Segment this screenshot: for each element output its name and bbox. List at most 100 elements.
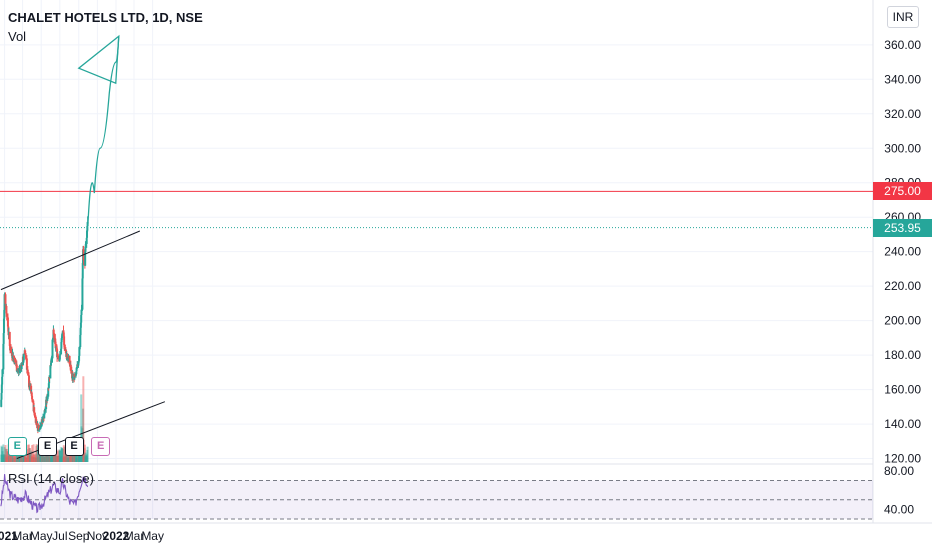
earnings-marker[interactable]: E <box>38 437 58 456</box>
volume-bar <box>9 452 12 462</box>
rsi-label[interactable]: RSI (14, close) <box>8 471 94 486</box>
candle-body <box>38 428 41 431</box>
candle-body <box>66 353 69 359</box>
candle-body <box>24 350 27 353</box>
price-tick-label: 340.00 <box>884 72 921 86</box>
time-tick-label: Sep <box>68 529 90 543</box>
earnings-marker[interactable]: E <box>7 437 27 456</box>
resistance-price-tag: 275.00 <box>873 182 932 201</box>
candle-body <box>2 333 5 344</box>
earnings-marker[interactable]: E <box>91 437 111 456</box>
volume-bar <box>1 451 4 462</box>
candle-body <box>0 392 3 400</box>
volume-bar <box>1 454 4 462</box>
time-tick-label: 2021 <box>0 529 18 543</box>
candle-body <box>46 396 49 401</box>
volume-bar <box>79 456 82 462</box>
volume-bar <box>82 376 85 462</box>
volume-bar <box>71 456 74 462</box>
volume-bar <box>13 453 16 462</box>
candle-body <box>1 369 4 377</box>
volume-bar <box>49 455 52 462</box>
volume-bar <box>86 449 89 462</box>
candle-body <box>24 355 27 359</box>
volume-bar <box>63 456 66 462</box>
volume-bar <box>57 455 60 462</box>
volume-bar <box>43 451 46 462</box>
volume-bar <box>77 451 80 462</box>
candle-body <box>54 341 57 348</box>
volume-bar <box>60 447 63 462</box>
candle-body <box>2 343 5 370</box>
candle-body <box>31 399 34 401</box>
volume-bar <box>64 456 67 462</box>
volume-bar <box>52 453 55 462</box>
volume-bar <box>63 446 66 462</box>
projection-arrowhead <box>77 34 120 85</box>
candle-body <box>6 317 9 327</box>
volume-bar <box>0 447 3 462</box>
candle-body <box>43 414 46 419</box>
currency-label[interactable]: INR <box>887 6 919 28</box>
volume-bar <box>59 450 62 462</box>
volume-bar <box>0 445 3 462</box>
candle-body <box>61 335 64 337</box>
volume-bar <box>41 454 44 462</box>
candle-body <box>0 384 3 393</box>
volume-bar <box>80 394 83 462</box>
candle-body <box>78 355 81 361</box>
volume-bar <box>10 454 13 462</box>
volume-bar <box>34 456 37 462</box>
candle-body <box>60 341 63 349</box>
volume-bar <box>83 448 86 462</box>
candle-body <box>84 246 87 252</box>
volume-bar <box>0 454 3 462</box>
volume-bar <box>24 456 27 462</box>
volume-bar <box>66 457 69 462</box>
trendline <box>0 230 141 291</box>
volume-bar <box>36 457 39 462</box>
volume-bar <box>83 444 86 462</box>
candle-body <box>33 407 36 412</box>
volume-bar <box>41 454 44 462</box>
volume-bar <box>58 449 61 462</box>
volume-bar <box>44 456 47 462</box>
candle-body <box>5 305 8 314</box>
volume-bar <box>21 452 24 462</box>
earnings-marker[interactable]: E <box>64 437 84 456</box>
price-tick-label: 200.00 <box>884 314 921 328</box>
volume-bar <box>19 450 22 462</box>
volume-bar <box>28 448 31 462</box>
price-tick-label: 220.00 <box>884 279 921 293</box>
volume-bar <box>84 456 87 462</box>
candle-body <box>9 348 12 351</box>
volume-bar <box>35 453 38 462</box>
volume-bar <box>30 450 33 462</box>
volume-bar <box>2 444 5 462</box>
volume-bar <box>46 451 49 462</box>
volume-bar <box>5 448 8 462</box>
volume-bar <box>78 455 81 462</box>
candle-body <box>79 334 82 348</box>
candle-body <box>75 371 78 375</box>
volume-bar <box>5 456 8 462</box>
price-tick-label: 320.00 <box>884 107 921 121</box>
volume-bar <box>2 455 5 462</box>
volume-bar <box>73 452 76 462</box>
candle-body <box>2 318 5 334</box>
candle-body <box>81 263 84 279</box>
volume-bar <box>4 454 7 462</box>
candle-body <box>44 409 47 411</box>
volume-bar <box>82 440 85 462</box>
candle-body <box>79 322 82 328</box>
symbol-title[interactable]: CHALET HOTELS LTD, 1D, NSE <box>8 10 203 25</box>
volume-bar <box>38 453 41 462</box>
volume-bar <box>76 453 79 462</box>
volume-bar <box>28 448 31 462</box>
candle-body <box>33 411 36 416</box>
volume-bar <box>6 451 9 462</box>
volume-bar <box>39 452 42 462</box>
volume-bar <box>71 453 74 462</box>
volume-label[interactable]: Vol <box>8 29 27 44</box>
